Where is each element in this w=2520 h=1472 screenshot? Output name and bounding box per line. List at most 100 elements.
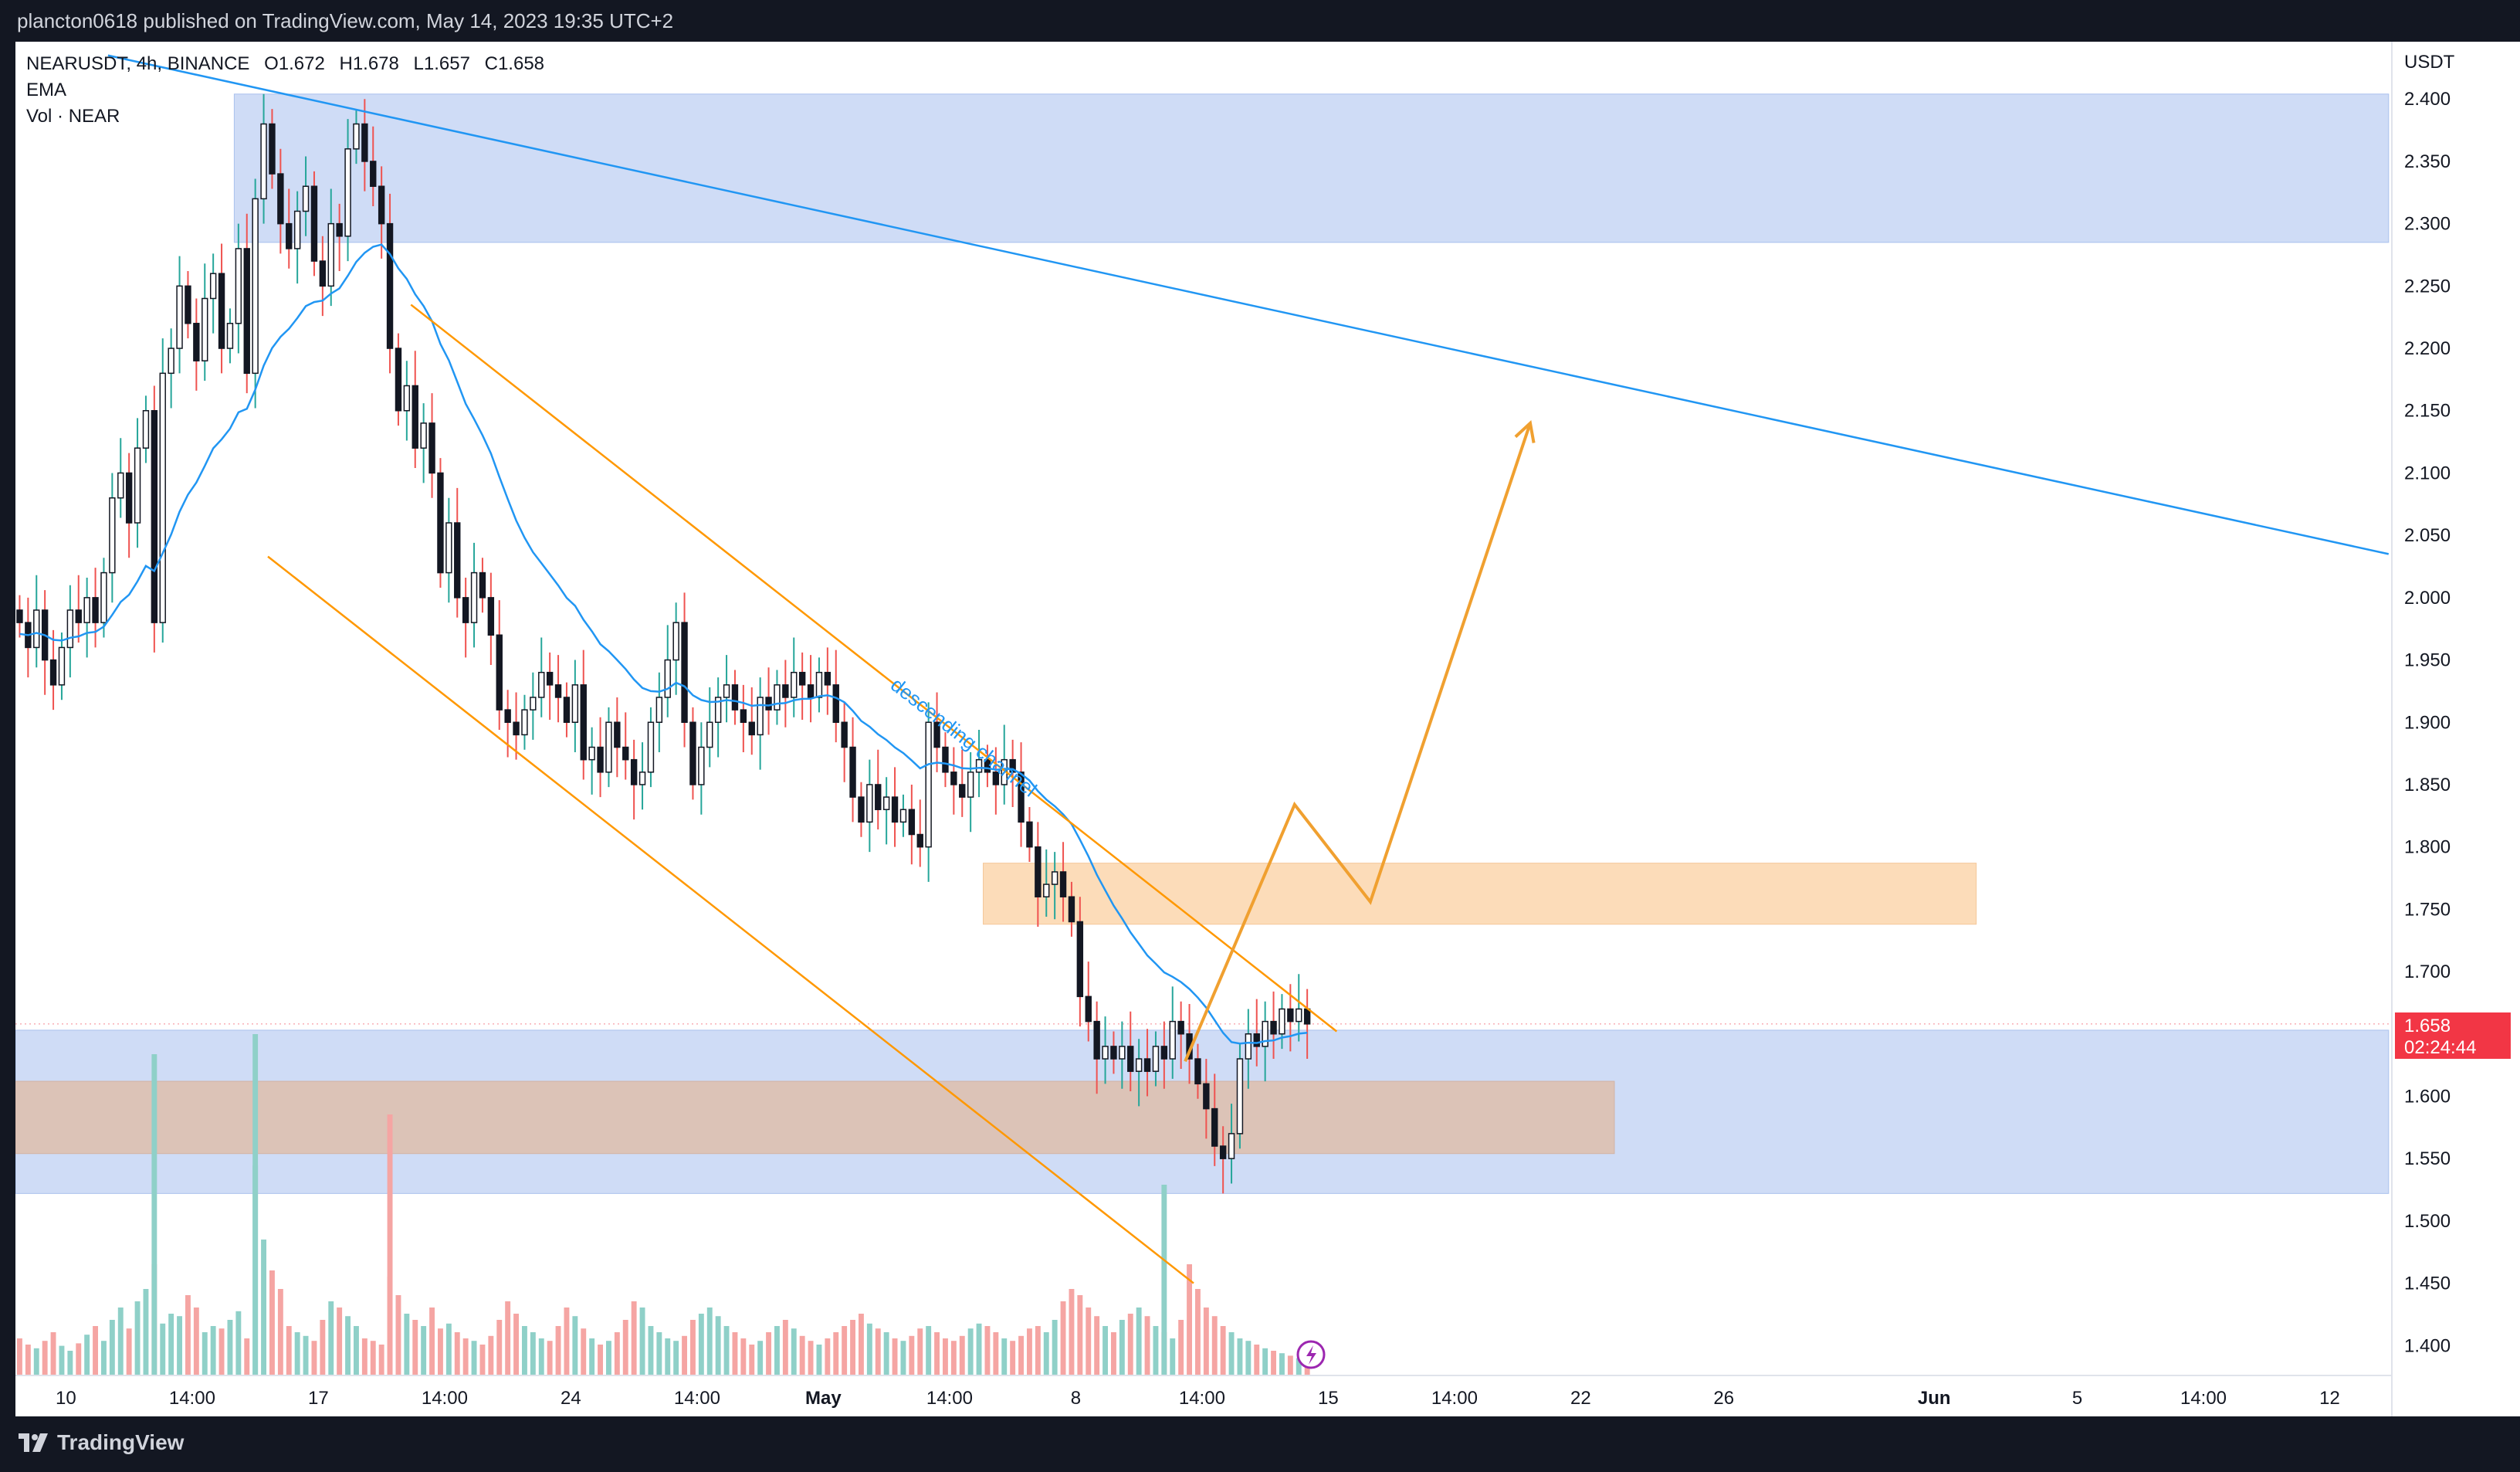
candle-body[interactable] [134, 447, 141, 524]
candle-body[interactable] [1068, 896, 1075, 923]
candle-body[interactable] [1127, 1046, 1134, 1072]
candle-body[interactable] [168, 348, 174, 375]
candle-body[interactable] [496, 634, 503, 711]
candle-body[interactable] [1279, 1008, 1285, 1035]
candle-body[interactable] [151, 409, 158, 623]
candle-body[interactable] [470, 572, 478, 623]
candle-body[interactable] [992, 772, 1000, 785]
candle-body[interactable] [513, 721, 520, 736]
candle-body[interactable] [647, 721, 655, 773]
candle-body[interactable] [353, 123, 360, 150]
candle-body[interactable] [1119, 1046, 1126, 1060]
candle-body[interactable] [302, 185, 310, 212]
candle-body[interactable] [269, 123, 276, 175]
zone-blue-0[interactable] [233, 93, 2390, 243]
candle-body[interactable] [1110, 1046, 1117, 1060]
candle-body[interactable] [899, 809, 907, 823]
candle-body[interactable] [1026, 821, 1033, 848]
projection-arrow-path[interactable] [1184, 422, 1532, 1063]
candle-body[interactable] [327, 222, 334, 287]
candle-body[interactable] [92, 597, 99, 623]
candle-body[interactable] [580, 684, 587, 761]
candle-body[interactable] [891, 796, 899, 823]
candle-body[interactable] [504, 709, 511, 724]
candle-body[interactable] [243, 248, 250, 375]
candle-body[interactable] [176, 285, 183, 349]
candle-body[interactable] [310, 185, 318, 262]
candle-body[interactable] [487, 597, 495, 636]
candle-body[interactable] [66, 609, 74, 649]
candle-body[interactable] [622, 746, 629, 761]
candle-body[interactable] [933, 721, 940, 748]
candle-body[interactable] [538, 671, 545, 698]
candle-body[interactable] [798, 671, 806, 686]
candle-body[interactable] [58, 646, 66, 686]
candle-body[interactable] [975, 758, 983, 773]
candle-body[interactable] [714, 697, 722, 724]
zone-orange-3[interactable] [983, 863, 1977, 925]
candle-body[interactable] [75, 609, 82, 623]
candle-body[interactable] [235, 248, 242, 324]
candle-body[interactable] [740, 709, 747, 724]
candle-body[interactable] [824, 671, 832, 686]
candle-body[interactable] [571, 684, 579, 724]
candle-body[interactable] [185, 285, 191, 324]
candle-body[interactable] [445, 522, 452, 574]
candle-body[interactable] [916, 833, 923, 848]
candle-body[interactable] [344, 148, 351, 237]
candle-body[interactable] [319, 260, 327, 287]
candle-body[interactable] [841, 721, 848, 748]
candle-body[interactable] [597, 746, 604, 773]
candle-body[interactable] [125, 472, 133, 524]
trendline-orange-2[interactable] [267, 555, 1194, 1284]
candle-body[interactable] [1043, 884, 1050, 897]
candle-body[interactable] [412, 385, 418, 449]
candle-body[interactable] [286, 222, 293, 249]
candle-body[interactable] [530, 697, 537, 711]
candle-body[interactable] [1236, 1058, 1244, 1135]
candle-body[interactable] [849, 746, 856, 798]
candle-body[interactable] [1143, 1058, 1151, 1072]
candle-body[interactable] [142, 409, 150, 449]
candle-body[interactable] [706, 721, 713, 748]
candle-body[interactable] [723, 684, 730, 698]
candle-body[interactable] [1093, 1020, 1100, 1060]
candle-body[interactable] [109, 497, 116, 574]
candle-body[interactable] [1245, 1033, 1252, 1060]
zone-brown-2[interactable] [15, 1080, 1615, 1155]
legend-symbol[interactable]: NEARUSDT, 4h, BINANCE [26, 53, 250, 74]
candle-body[interactable] [959, 784, 966, 798]
candle-body[interactable] [942, 746, 949, 773]
candle-body[interactable] [925, 721, 932, 848]
candle-body[interactable] [378, 185, 385, 225]
replay-button[interactable] [1296, 1340, 1326, 1369]
candle-body[interactable] [638, 772, 646, 785]
candle-body[interactable] [984, 758, 991, 773]
candle-body[interactable] [49, 659, 57, 686]
candle-body[interactable] [1051, 871, 1058, 885]
candle-body[interactable] [521, 709, 528, 736]
candle-body[interactable] [277, 173, 284, 225]
candle-body[interactable] [218, 273, 225, 349]
candle-body[interactable] [614, 721, 621, 748]
candle-body[interactable] [1102, 1046, 1109, 1060]
candle-body[interactable] [1194, 1058, 1201, 1085]
candle-body[interactable] [1160, 1046, 1168, 1060]
candle-body[interactable] [1085, 995, 1092, 1023]
candle-body[interactable] [370, 161, 377, 187]
candle-body[interactable] [832, 684, 839, 724]
candle-body[interactable] [1059, 871, 1067, 897]
candle-body[interactable] [858, 796, 865, 823]
candle-body[interactable] [546, 671, 554, 686]
candle-body[interactable] [774, 684, 781, 711]
candle-body[interactable] [791, 671, 798, 698]
candle-body[interactable] [1135, 1058, 1143, 1072]
candle-body[interactable] [1219, 1145, 1227, 1159]
candle-body[interactable] [1296, 1008, 1302, 1023]
price-chart[interactable]: descending channel USDT 2.400 2.350 2.300 2… [15, 42, 2520, 1416]
candle-body[interactable] [908, 809, 916, 836]
ema-line[interactable] [19, 243, 1308, 1045]
candle-body[interactable] [437, 472, 444, 574]
candle-body[interactable] [395, 348, 402, 412]
candle-body[interactable] [83, 597, 90, 623]
